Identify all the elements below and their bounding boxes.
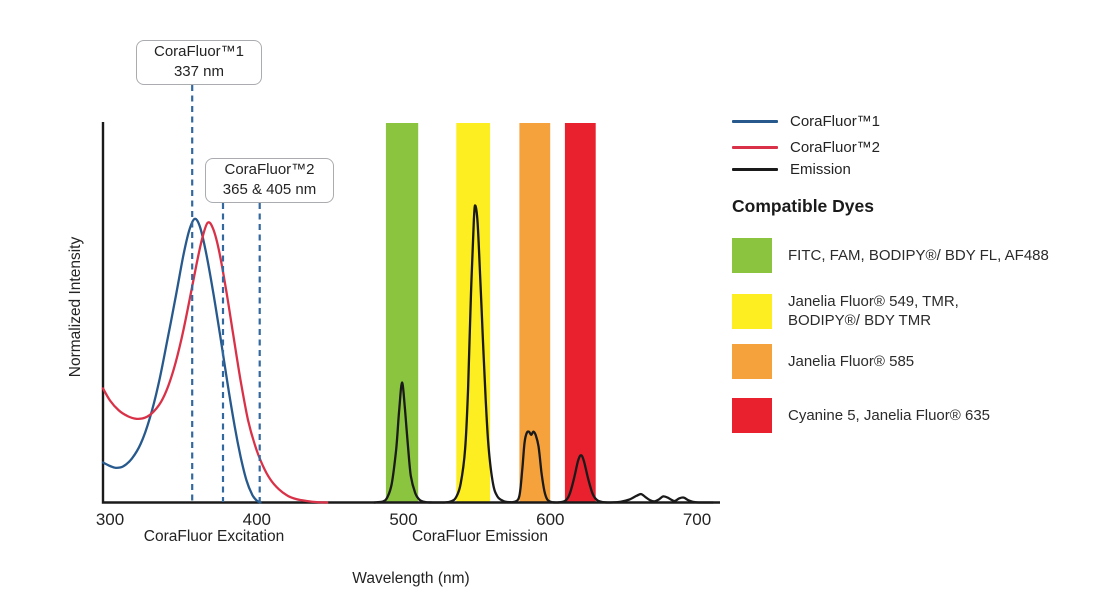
x-group-label-excitation: CoraFluor Excitation — [144, 528, 284, 545]
dye-band-red — [564, 123, 596, 502]
dye-row-yellow: Janelia Fluor® 549, TMR, BODIPY®/ BDY TM… — [732, 292, 1092, 330]
plot-layers: 300 400 500 600 700 — [96, 85, 720, 529]
callout-corafluor2: CoraFluor™2 365 & 405 nm — [205, 158, 334, 203]
legend-item-corafluor1: CoraFluor™1 — [732, 113, 880, 130]
curve-excitation-2 — [101, 221, 329, 504]
legend-line-black — [732, 168, 778, 171]
dye-swatch-orange — [732, 344, 772, 379]
legend-label-corafluor2: CoraFluor™2 — [790, 139, 881, 156]
dye-band-green — [385, 123, 419, 502]
x-tick-500: 500 — [389, 510, 417, 529]
x-tick-700: 700 — [683, 510, 711, 529]
x-tick-300: 300 — [96, 510, 124, 529]
curve-emission — [372, 204, 715, 504]
x-tick-600: 600 — [536, 510, 564, 529]
dye-row-red: Cyanine 5, Janelia Fluor® 635 — [732, 398, 1092, 433]
dye-row-orange: Janelia Fluor® 585 — [732, 344, 1092, 379]
dye-label-yellow: Janelia Fluor® 549, TMR, BODIPY®/ BDY TM… — [788, 293, 959, 329]
legend-line-red — [732, 146, 778, 149]
callout-corafluor1: CoraFluor™1 337 nm — [136, 40, 262, 85]
dye-swatch-red — [732, 398, 772, 433]
dye-label-green: FITC, FAM, BODIPY®/ BDY FL, AF488 — [788, 247, 1049, 264]
callout-corafluor2-title: CoraFluor™2 — [224, 161, 315, 178]
callout-corafluor1-title: CoraFluor™1 — [153, 43, 245, 60]
legend-label-emission: Emission — [790, 161, 851, 178]
x-group-label-emission: CoraFluor Emission — [412, 528, 548, 545]
x-axis-label: Wavelength (nm) — [352, 570, 469, 587]
dye-swatch-yellow — [732, 293, 772, 329]
legend-item-emission: Emission — [732, 161, 851, 178]
dye-label-red: Cyanine 5, Janelia Fluor® 635 — [788, 407, 991, 424]
dye-band-yellow — [456, 123, 491, 502]
callout-corafluor1-value: 337 nm — [173, 63, 225, 80]
dye-row-green: FITC, FAM, BODIPY®/ BDY FL, AF488 — [732, 238, 1092, 273]
callout-corafluor2-value: 365 & 405 nm — [222, 181, 317, 198]
y-axis-label: Normalized Intensity — [67, 237, 84, 378]
dye-swatch-green — [732, 238, 772, 273]
compatible-dyes-heading: Compatible Dyes — [732, 196, 874, 216]
spectra-chart: 300 400 500 600 700 Normalized Intensity Cor… — [67, 85, 720, 587]
dye-label-orange: Janelia Fluor® 585 — [788, 353, 915, 370]
legend-label-corafluor1: CoraFluor™1 — [790, 113, 881, 130]
legend-line-blue — [732, 120, 778, 123]
legend-item-corafluor2: CoraFluor™2 — [732, 139, 880, 156]
x-tick-400: 400 — [243, 510, 271, 529]
